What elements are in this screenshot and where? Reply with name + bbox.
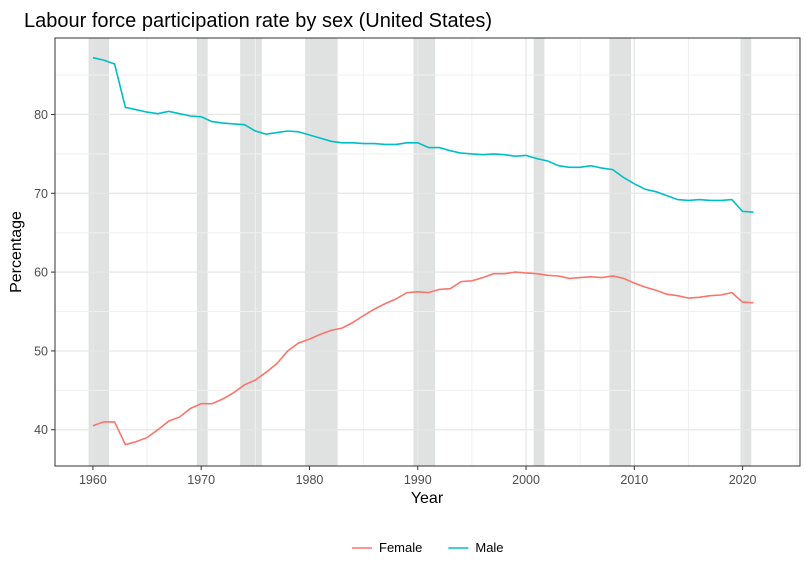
- shaded-period: [533, 38, 545, 466]
- x-tick-label: 2020: [729, 473, 757, 487]
- x-tick-label: 2010: [620, 473, 648, 487]
- y-axis-ticks: 40 50 60 70 80: [34, 108, 55, 437]
- series-line-female: [92, 271, 754, 446]
- shaded-period: [740, 38, 752, 466]
- y-axis-label: Percentage: [8, 211, 25, 293]
- x-tick-label: 2000: [512, 473, 540, 487]
- y-tick-label: 50: [34, 344, 48, 358]
- series-line-male: [92, 56, 754, 213]
- plot-border: [54, 37, 801, 467]
- y-tick-label: 70: [34, 187, 48, 201]
- x-tick-label: 1960: [79, 473, 107, 487]
- shaded-period: [196, 38, 208, 466]
- gridlines: [55, 38, 800, 466]
- x-axis-label: Year: [411, 490, 444, 507]
- legend-label-male: Male: [475, 540, 503, 555]
- legend-label-female: Female: [379, 540, 422, 555]
- x-axis-ticks: 1960 1970 1980 1990 2000 2010 2020: [79, 466, 757, 487]
- legend: Female Male: [352, 540, 504, 555]
- x-tick-label: 1990: [404, 473, 432, 487]
- x-tick-label: 1970: [187, 473, 215, 487]
- y-tick-label: 60: [34, 266, 48, 280]
- y-tick-label: 40: [34, 423, 48, 437]
- chart-title: Labour force participation rate by sex (…: [24, 10, 492, 32]
- shaded-period: [240, 38, 262, 466]
- y-tick-label: 80: [34, 108, 48, 122]
- series-lines: [92, 56, 754, 446]
- shaded-period: [88, 38, 110, 466]
- x-tick-label: 1980: [296, 473, 324, 487]
- shaded-period: [305, 38, 338, 466]
- shaded-periods: [88, 38, 752, 466]
- shaded-period: [609, 38, 632, 466]
- shaded-period: [413, 38, 436, 466]
